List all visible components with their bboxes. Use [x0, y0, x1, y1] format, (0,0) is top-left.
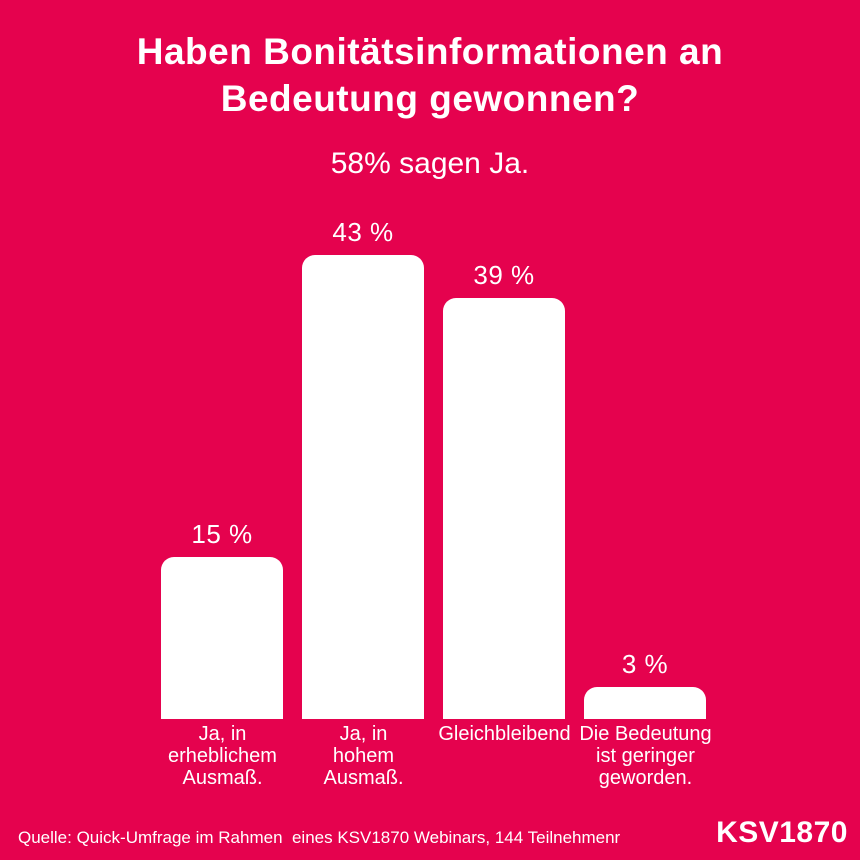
bar-column: 3 % — [584, 649, 706, 719]
bar-category-label: Gleichbleibend — [438, 723, 571, 745]
bar-value-label: 43 % — [332, 217, 394, 247]
bar — [302, 255, 424, 719]
bar-category-label: Ja, in erheblichem Ausmaß. — [168, 723, 277, 789]
bar-category-label: Ja, in hohem Ausmaß. — [323, 723, 404, 789]
category-labels: Ja, in erheblichem Ausmaß. Ja, in hohem … — [152, 723, 716, 789]
bar — [161, 557, 283, 719]
bar — [584, 687, 706, 719]
bar-chart: 15 % 43 % 39 % 3 % — [161, 217, 706, 719]
chart-title-line1: Haben Bonitätsinformationen an — [136, 31, 724, 72]
chart-title: Haben Bonitätsinformationen an Bedeutung… — [0, 28, 860, 122]
brand-logo: KSV1870 — [716, 816, 848, 849]
chart-title-line2: Bedeutung gewonnen? — [220, 78, 640, 119]
bar-column: 15 % — [161, 519, 283, 719]
bar-value-label: 3 % — [621, 649, 669, 679]
bar-column: 39 % — [443, 260, 565, 719]
bar-value-label: 39 % — [473, 260, 535, 290]
chart-subtitle: 58% sagen Ja. — [330, 147, 530, 180]
source-note: Quelle: Quick-Umfrage im Rahmen eines KS… — [18, 828, 621, 847]
bar-column: 43 % — [302, 217, 424, 719]
bar-value-label: 15 % — [191, 519, 253, 549]
bar-category-label: Die Bedeutung ist geringer geworden. — [579, 723, 712, 789]
bar — [443, 298, 565, 719]
